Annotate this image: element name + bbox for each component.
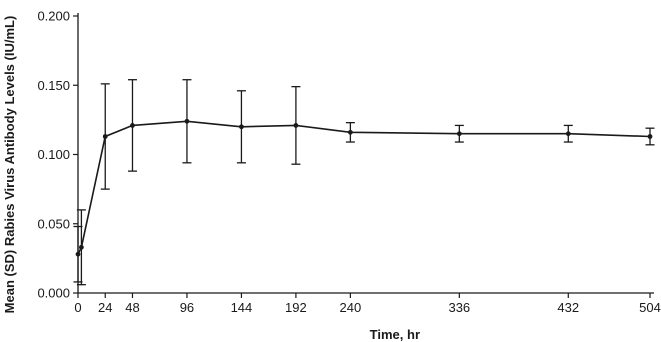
data-point [239, 124, 244, 130]
data-point [184, 118, 190, 124]
data-point [130, 123, 135, 128]
data-points [75, 118, 653, 257]
data-point [75, 251, 81, 257]
series-line [77, 120, 651, 255]
y-tick-label: 0.200 [37, 9, 70, 24]
x-tick-label: 48 [125, 300, 139, 315]
axes [77, 13, 654, 294]
y-axis-label: Mean (SD) Rabies Virus Antibody Levels (… [2, 16, 17, 314]
data-point [647, 134, 653, 139]
x-tick-label: 336 [448, 300, 470, 315]
y-tick-label: 0.150 [37, 78, 70, 93]
y-tick-label: 0.000 [37, 286, 70, 301]
x-tick-label: 432 [557, 300, 579, 315]
y-tick-label: 0.100 [37, 147, 70, 162]
data-point [79, 244, 84, 250]
x-tick-label: 144 [231, 300, 253, 315]
x-axis-ticks: 0 24 48 96 144 192 240 336 432 504 [74, 293, 661, 315]
x-tick-label: 96 [180, 300, 194, 315]
x-tick-label: 0 [74, 300, 81, 315]
data-point [565, 131, 571, 137]
x-tick-label: 24 [98, 300, 112, 315]
y-tick-label: 0.050 [37, 216, 70, 231]
data-point [293, 123, 299, 128]
error-bars [73, 79, 655, 286]
x-axis-label: Time, hr [370, 327, 420, 342]
data-point [102, 134, 108, 139]
series-line-path [77, 120, 651, 255]
y-axis-ticks: 0.000 0.050 0.100 0.150 0.200 [37, 9, 78, 301]
x-tick-label: 192 [285, 300, 307, 315]
data-point [456, 131, 462, 137]
data-point [347, 129, 353, 135]
x-tick-label: 240 [340, 300, 362, 315]
x-tick-label: 504 [639, 300, 661, 315]
